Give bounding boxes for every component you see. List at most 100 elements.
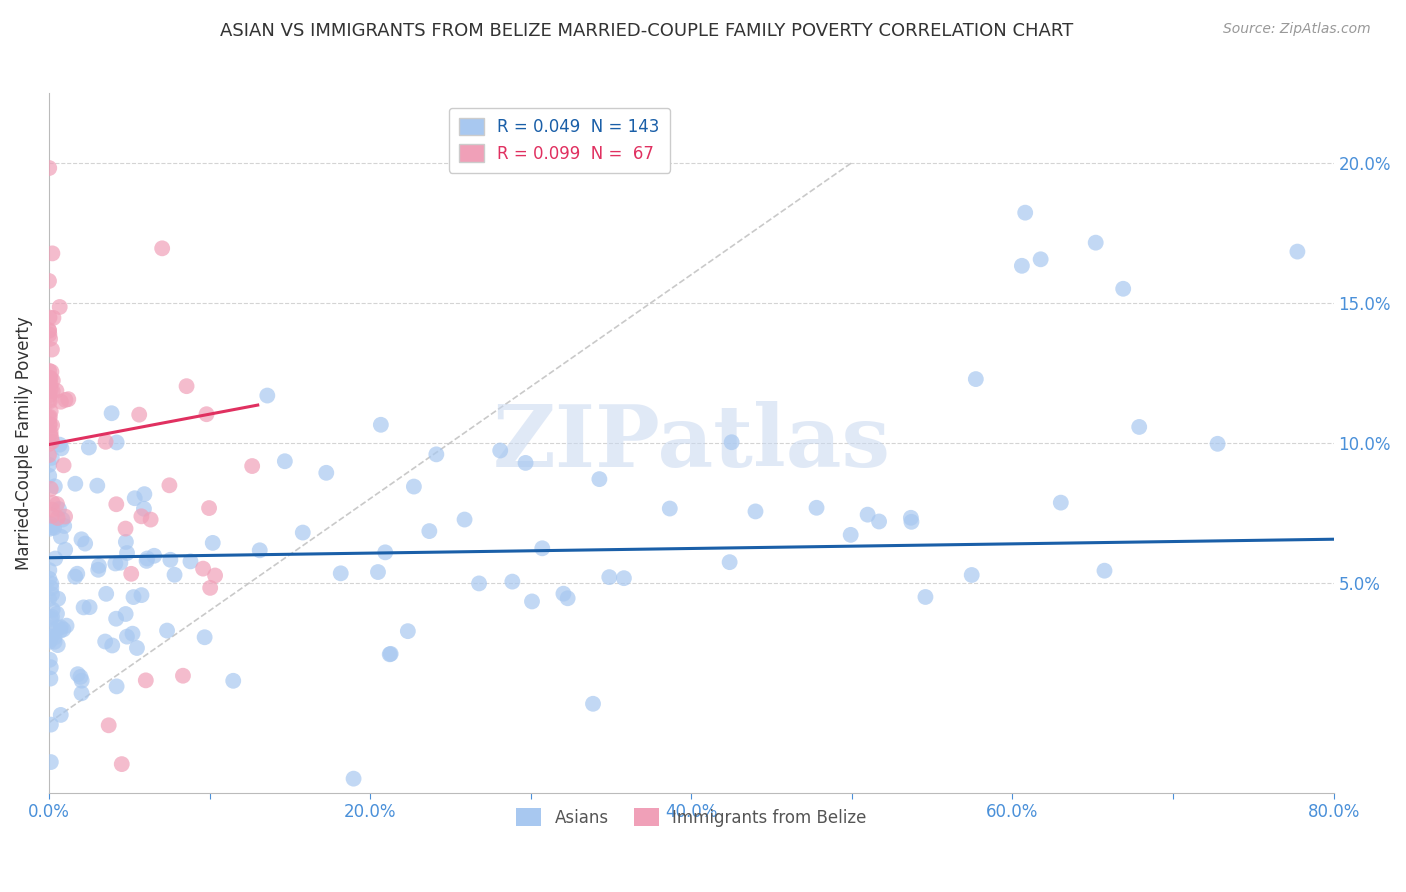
Point [900,510,922,524]
Point [132,501,155,516]
Point [51,512,73,526]
Point [315,466,337,480]
Point [42,521,65,535]
Point [39,576,62,591]
Point [39,371,62,385]
Point [159,553,181,567]
Point [38,592,60,607]
Point [87,558,110,573]
Point [131,588,153,602]
Point [122,590,145,604]
Y-axis label: Married-Couple Family Poverty: Married-Couple Family Poverty [15,316,32,569]
Point [49,620,72,634]
Point [367,565,389,579]
Point [806,500,828,515]
Point [39,404,62,418]
Point [70,686,93,700]
Point [718,555,741,569]
Point [501,574,523,589]
Point [120,566,142,581]
Point [104,557,127,571]
Point [418,524,440,538]
Point [41,603,63,617]
Point [97,718,120,732]
Point [41,343,63,357]
Point [38,324,60,338]
Point [49,624,72,638]
Point [46,607,69,621]
Point [204,568,226,582]
Point [378,648,401,662]
Point [70,673,93,688]
Point [163,567,186,582]
Point [1094,564,1116,578]
Point [342,772,364,786]
Point [42,374,65,388]
Point [45,384,67,398]
Point [41,520,63,534]
Point [41,246,63,260]
Point [39,717,62,731]
Point [134,487,156,501]
Point [900,515,922,529]
Point [194,630,217,644]
Point [396,624,419,639]
Point [658,501,681,516]
Point [38,274,60,288]
Point [1014,205,1036,219]
Point [1128,420,1150,434]
Point [402,479,425,493]
Point [44,551,66,566]
Point [38,563,60,577]
Point [105,612,128,626]
Point [105,497,128,511]
Point [69,670,91,684]
Point [66,667,89,681]
Point [111,757,134,772]
Point [52,623,75,637]
Point [191,561,214,575]
Point [39,581,62,595]
Point [1049,496,1071,510]
Point [38,653,60,667]
Point [49,707,72,722]
Point [39,383,62,397]
Point [41,517,63,532]
Point [94,434,117,449]
Point [94,634,117,648]
Point [44,630,66,644]
Point [136,551,159,566]
Point [105,435,128,450]
Point [46,591,69,606]
Point [38,468,60,483]
Point [839,528,862,542]
Point [41,365,63,379]
Point [48,300,70,314]
Point [38,410,60,425]
Point [1112,282,1135,296]
Point [588,472,610,486]
Point [135,554,157,568]
Point [198,581,221,595]
Point [960,568,983,582]
Point [52,458,75,473]
Point [75,536,97,550]
Point [38,310,60,325]
Point [38,364,60,378]
Point [70,533,93,547]
Point [128,408,150,422]
Point [49,394,72,409]
Point [38,394,60,409]
Point [41,434,63,449]
Point [42,310,65,325]
Point [176,379,198,393]
Point [41,508,63,523]
Point [249,543,271,558]
Text: ASIAN VS IMMIGRANTS FROM BELIZE MARRIED-COUPLE FAMILY POVERTY CORRELATION CHART: ASIAN VS IMMIGRANTS FROM BELIZE MARRIED-… [221,22,1073,40]
Point [41,418,63,433]
Text: Source: ZipAtlas.com: Source: ZipAtlas.com [1223,22,1371,37]
Point [38,572,60,586]
Point [1011,259,1033,273]
Point [156,624,179,638]
Point [115,535,138,549]
